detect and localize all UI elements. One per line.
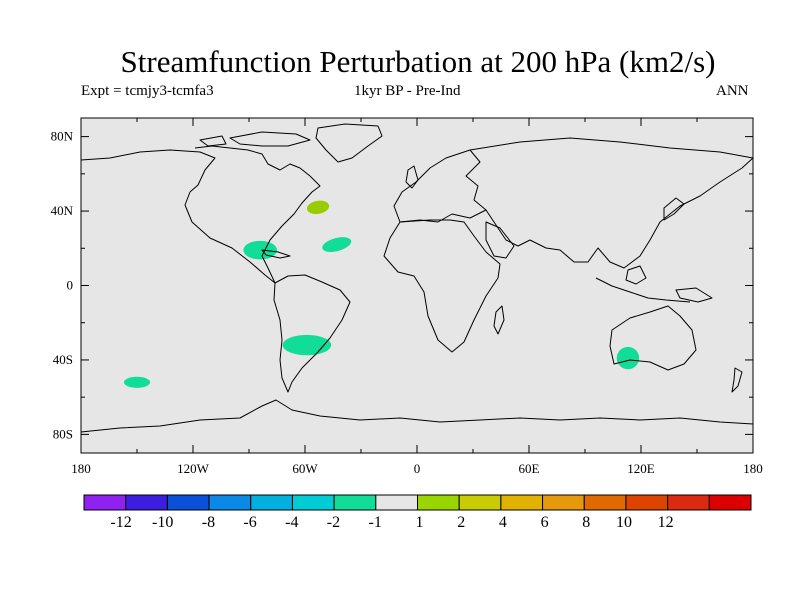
colorbar-box: [708, 494, 752, 511]
australia-negative-patch: [616, 346, 640, 370]
colorbar-box: [583, 494, 627, 511]
coastline-arctic-islands: [229, 131, 311, 147]
plot-title: Streamfunction Perturbation at 200 hPa (…: [120, 44, 716, 79]
coastlines: [80, 123, 754, 433]
coastline-asia: [469, 137, 754, 269]
lon-tick-label: 120E: [627, 461, 655, 476]
colorbar-box: [500, 494, 544, 511]
subtropical-atlantic-negative-patch: [322, 237, 352, 252]
colorbar-label: -1: [368, 514, 381, 531]
colorbar-label: 12: [658, 514, 674, 531]
colorbar-box: [291, 494, 335, 511]
colorbar-label: -8: [202, 514, 215, 531]
lat-tick-label: 80N: [51, 129, 74, 144]
colorbar-label: 8: [582, 514, 590, 531]
coastline-south-america: [273, 274, 351, 393]
season-label: ANN: [716, 83, 749, 99]
colorbar-box: [667, 494, 710, 511]
colorbar-label: -6: [243, 514, 256, 531]
coastline-great-britain: [405, 165, 419, 189]
colorbar-label: -12: [110, 514, 131, 531]
coastline-north-america: [80, 145, 321, 284]
colorbar-label: 2: [457, 514, 465, 531]
coastline-indonesia: [595, 277, 691, 303]
coastline-madagascar: [493, 305, 505, 335]
colorbar-box: [625, 494, 669, 511]
lat-tick-label: 40S: [53, 352, 73, 367]
colorbar-box: [333, 494, 377, 511]
colorbar-label: 1: [416, 514, 424, 531]
colorbar-label: -2: [327, 514, 340, 531]
coastline-australia: [609, 305, 697, 371]
map-background: [81, 118, 753, 453]
period-label: 1kyr BP - Pre-Ind: [354, 83, 461, 99]
lon-tick-label: 120W: [177, 461, 210, 476]
colorbar: -12 -10 -8 -6 -4 -2 -1 1 2 4 6 8 10 12: [83, 494, 752, 531]
coastline-arctic-island-2: [199, 135, 227, 147]
colorbar-label: -10: [152, 514, 173, 531]
colorbar-label: 6: [541, 514, 549, 531]
colorbar-label: -4: [285, 514, 298, 531]
colorbar-box: [458, 494, 502, 511]
lon-tick-label: 180: [743, 461, 763, 476]
colorbar-box: [83, 494, 127, 511]
coastline-arabia: [485, 221, 515, 259]
coastline-new-zealand: [731, 367, 743, 393]
coastline-africa: [383, 219, 501, 353]
coastline-antarctica: [80, 399, 754, 433]
coastline-japan: [663, 197, 685, 221]
coastline-borneo: [625, 265, 647, 285]
lon-tick-label: 180: [71, 461, 91, 476]
south-pacific-negative-patch: [123, 376, 151, 388]
map-axes: 80N 40N 0 40S 80S 180 120W 60W 0 60E 120E 180: [51, 118, 763, 476]
central-america-negative-patch: [243, 240, 277, 260]
coastline-new-guinea: [675, 287, 713, 303]
lat-tick-label: 0: [67, 278, 74, 293]
lat-tick-label: 40N: [51, 203, 74, 218]
experiment-label: Expt = tcmjy3-tcmfa3: [81, 83, 214, 99]
anomaly-layer: [123, 200, 640, 388]
lon-tick-label: 60W: [292, 461, 318, 476]
lon-tick-label: 60E: [519, 461, 540, 476]
coastline-greenland: [315, 123, 383, 163]
colorbar-label: 10: [616, 514, 632, 531]
colorbar-box: [125, 494, 168, 511]
lat-tick-label: 80S: [53, 426, 73, 441]
colorbar-box: [166, 494, 210, 511]
colorbar-box: [250, 494, 293, 511]
lon-tick-label: 0: [414, 461, 421, 476]
coastline-caribbean: [261, 249, 291, 259]
colorbar-label: 4: [499, 514, 507, 531]
colorbar-box: [542, 494, 585, 511]
coastline-europe: [393, 149, 487, 223]
colorbar-box: [208, 494, 252, 511]
north-atlantic-positive-patch: [306, 200, 330, 215]
colorbar-box: [375, 494, 418, 511]
colorbar-box: [417, 494, 460, 511]
